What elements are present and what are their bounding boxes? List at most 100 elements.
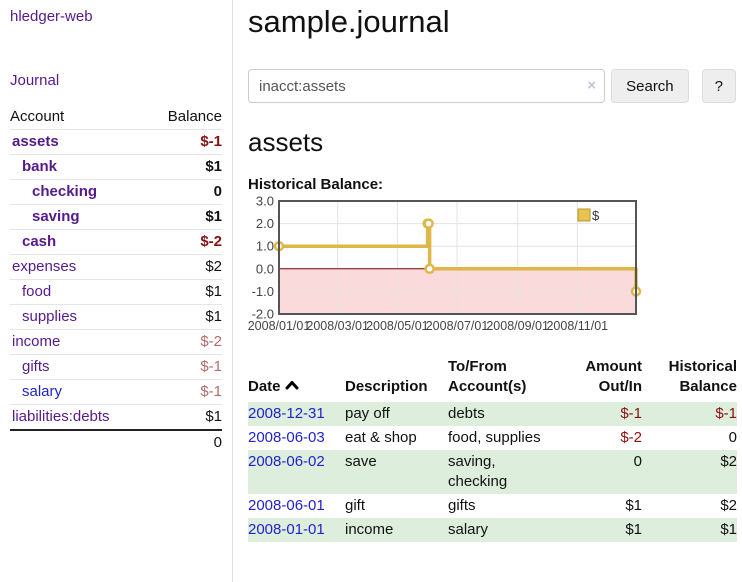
account-link[interactable]: food bbox=[22, 283, 52, 300]
transaction-amount: $-2 bbox=[620, 429, 642, 446]
chart-svg: 3.0 2.0 1.0 0.0 -1.0 -2.02008/01/012008/03/01… bbox=[248, 194, 642, 333]
account-balance: 0 bbox=[213, 183, 222, 200]
account-link[interactable]: assets bbox=[12, 133, 59, 150]
sort-ascending-icon bbox=[285, 376, 299, 396]
accounts-table: Account Balance assets $-1 bank $1 check… bbox=[10, 106, 222, 455]
help-button[interactable]: ? bbox=[701, 69, 736, 103]
register-header-date[interactable]: Date bbox=[248, 355, 345, 402]
account-row: food $1 bbox=[10, 279, 222, 305]
historical-balance-chart: 3.0 2.0 1.0 0.0 -1.0 -2.0 2008/01/01 2008/03/01… bbox=[248, 194, 736, 343]
transaction-row: 2008-06-02 save saving, checking 0 $2 bbox=[248, 450, 737, 494]
svg-text:2008/05/01: 2008/05/01 bbox=[366, 319, 429, 333]
account-row: liabilities:debts $1 bbox=[10, 404, 222, 430]
svg-text:2008/03/01: 2008/03/01 bbox=[306, 319, 369, 333]
accounts-total-row: 0 bbox=[10, 429, 222, 455]
transaction-accounts: salary bbox=[448, 521, 489, 538]
app-brand-link[interactable]: hledger-web bbox=[10, 8, 93, 25]
accounts-header-balance: Balance bbox=[167, 108, 222, 125]
account-balance: $2 bbox=[205, 258, 222, 275]
transaction-accounts: debts bbox=[448, 405, 485, 422]
transaction-balance: $1 bbox=[720, 521, 737, 538]
account-balance: $1 bbox=[205, 158, 222, 175]
account-row: cash $-2 bbox=[10, 229, 222, 255]
clear-search-icon[interactable]: × bbox=[587, 77, 597, 94]
main-content: sample.journal × Search ? assets Histori… bbox=[233, 0, 742, 542]
search-input[interactable] bbox=[248, 69, 606, 103]
account-link[interactable]: checking bbox=[32, 183, 98, 200]
account-row: supplies $1 bbox=[10, 304, 222, 330]
account-balance: $1 bbox=[205, 283, 222, 300]
legend-swatch bbox=[577, 208, 591, 222]
page-title: sample.journal bbox=[248, 4, 450, 39]
svg-text:2008/01/01: 2008/01/01 bbox=[248, 319, 311, 333]
transaction-row: 2008-01-01 income salary $1 $1 bbox=[248, 518, 737, 542]
account-link[interactable]: salary bbox=[22, 383, 63, 400]
register-header-accounts[interactable]: To/From Account(s) bbox=[448, 358, 527, 395]
account-link[interactable]: cash bbox=[22, 233, 57, 250]
account-row: expenses $2 bbox=[10, 254, 222, 280]
transaction-amount: 0 bbox=[633, 453, 642, 470]
transaction-amount: $1 bbox=[625, 521, 642, 538]
account-row: bank $1 bbox=[10, 154, 222, 180]
account-link[interactable]: income bbox=[12, 333, 61, 350]
register-header-balance[interactable]: Historical Balance bbox=[668, 358, 737, 395]
account-balance: $-2 bbox=[200, 333, 222, 350]
transaction-description: income bbox=[345, 521, 394, 538]
transaction-row: 2008-12-31 pay off debts $-1 $-1 bbox=[248, 402, 737, 426]
account-row: income $-2 bbox=[10, 329, 222, 355]
account-link[interactable]: liabilities:debts bbox=[12, 408, 110, 425]
search-form: × Search ? bbox=[248, 69, 736, 103]
svg-text:2008/07/01: 2008/07/01 bbox=[426, 319, 489, 333]
account-balance: $1 bbox=[205, 208, 222, 225]
transaction-date-link[interactable]: 2008-06-03 bbox=[248, 429, 325, 446]
account-link[interactable]: saving bbox=[32, 208, 80, 225]
svg-text:1.0: 1.0 bbox=[256, 239, 274, 254]
transaction-row: 2008-06-03 eat & shop food, supplies $-2… bbox=[248, 426, 737, 450]
svg-text:-1.0: -1.0 bbox=[252, 284, 274, 299]
account-link[interactable]: supplies bbox=[22, 308, 78, 325]
transaction-accounts: gifts bbox=[448, 497, 476, 514]
legend-label: $ bbox=[592, 208, 600, 223]
svg-text:2.0: 2.0 bbox=[256, 216, 274, 231]
transaction-balance: 0 bbox=[728, 429, 737, 446]
transaction-balance: $2 bbox=[720, 497, 737, 514]
transaction-description: gift bbox=[345, 497, 366, 514]
search-button[interactable]: Search bbox=[611, 69, 689, 103]
account-row: saving $1 bbox=[10, 204, 222, 230]
account-row: assets $-1 bbox=[10, 129, 222, 155]
account-balance: $-1 bbox=[200, 133, 222, 150]
account-title: assets bbox=[248, 127, 324, 157]
account-balance: $-2 bbox=[200, 233, 222, 250]
account-balance: $-1 bbox=[200, 358, 222, 375]
transaction-row: 2008-06-01 gift gifts $1 $2 bbox=[248, 494, 737, 518]
transaction-date-link[interactable]: 2008-01-01 bbox=[248, 521, 325, 538]
register-header-description[interactable]: Description bbox=[345, 378, 428, 395]
svg-text:2008/09/01: 2008/09/01 bbox=[486, 319, 549, 333]
transaction-amount: $1 bbox=[625, 497, 642, 514]
transaction-description: save bbox=[345, 453, 377, 470]
svg-text:-2.0: -2.0 bbox=[252, 307, 274, 322]
account-row: gifts $-1 bbox=[10, 354, 222, 380]
transaction-date-link[interactable]: 2008-06-02 bbox=[248, 453, 325, 470]
svg-text:3.0: 3.0 bbox=[256, 194, 274, 209]
accounts-header-account: Account bbox=[10, 108, 65, 125]
account-balance: $-1 bbox=[200, 383, 222, 400]
transaction-date-link[interactable]: 2008-12-31 bbox=[248, 405, 325, 422]
transaction-accounts: saving, checking bbox=[448, 453, 508, 490]
transaction-balance: $2 bbox=[720, 453, 737, 470]
account-link[interactable]: expenses bbox=[12, 258, 77, 275]
account-balance: $1 bbox=[205, 308, 222, 325]
transaction-accounts: food, supplies bbox=[448, 429, 541, 446]
accounts-total: 0 bbox=[147, 429, 222, 455]
transaction-description: pay off bbox=[345, 405, 390, 422]
account-link[interactable]: bank bbox=[22, 158, 58, 175]
transaction-balance: $-1 bbox=[715, 405, 737, 422]
account-row: checking 0 bbox=[10, 179, 222, 205]
chart-label: Historical Balance: bbox=[248, 176, 384, 193]
account-link[interactable]: gifts bbox=[22, 358, 50, 375]
transaction-amount: $-1 bbox=[620, 405, 642, 422]
register-header-amount[interactable]: Amount Out/In bbox=[585, 358, 642, 395]
transaction-date-link[interactable]: 2008-06-01 bbox=[248, 497, 325, 514]
sidebar-item-journal[interactable]: Journal bbox=[10, 72, 60, 89]
account-balance: $1 bbox=[205, 408, 222, 425]
